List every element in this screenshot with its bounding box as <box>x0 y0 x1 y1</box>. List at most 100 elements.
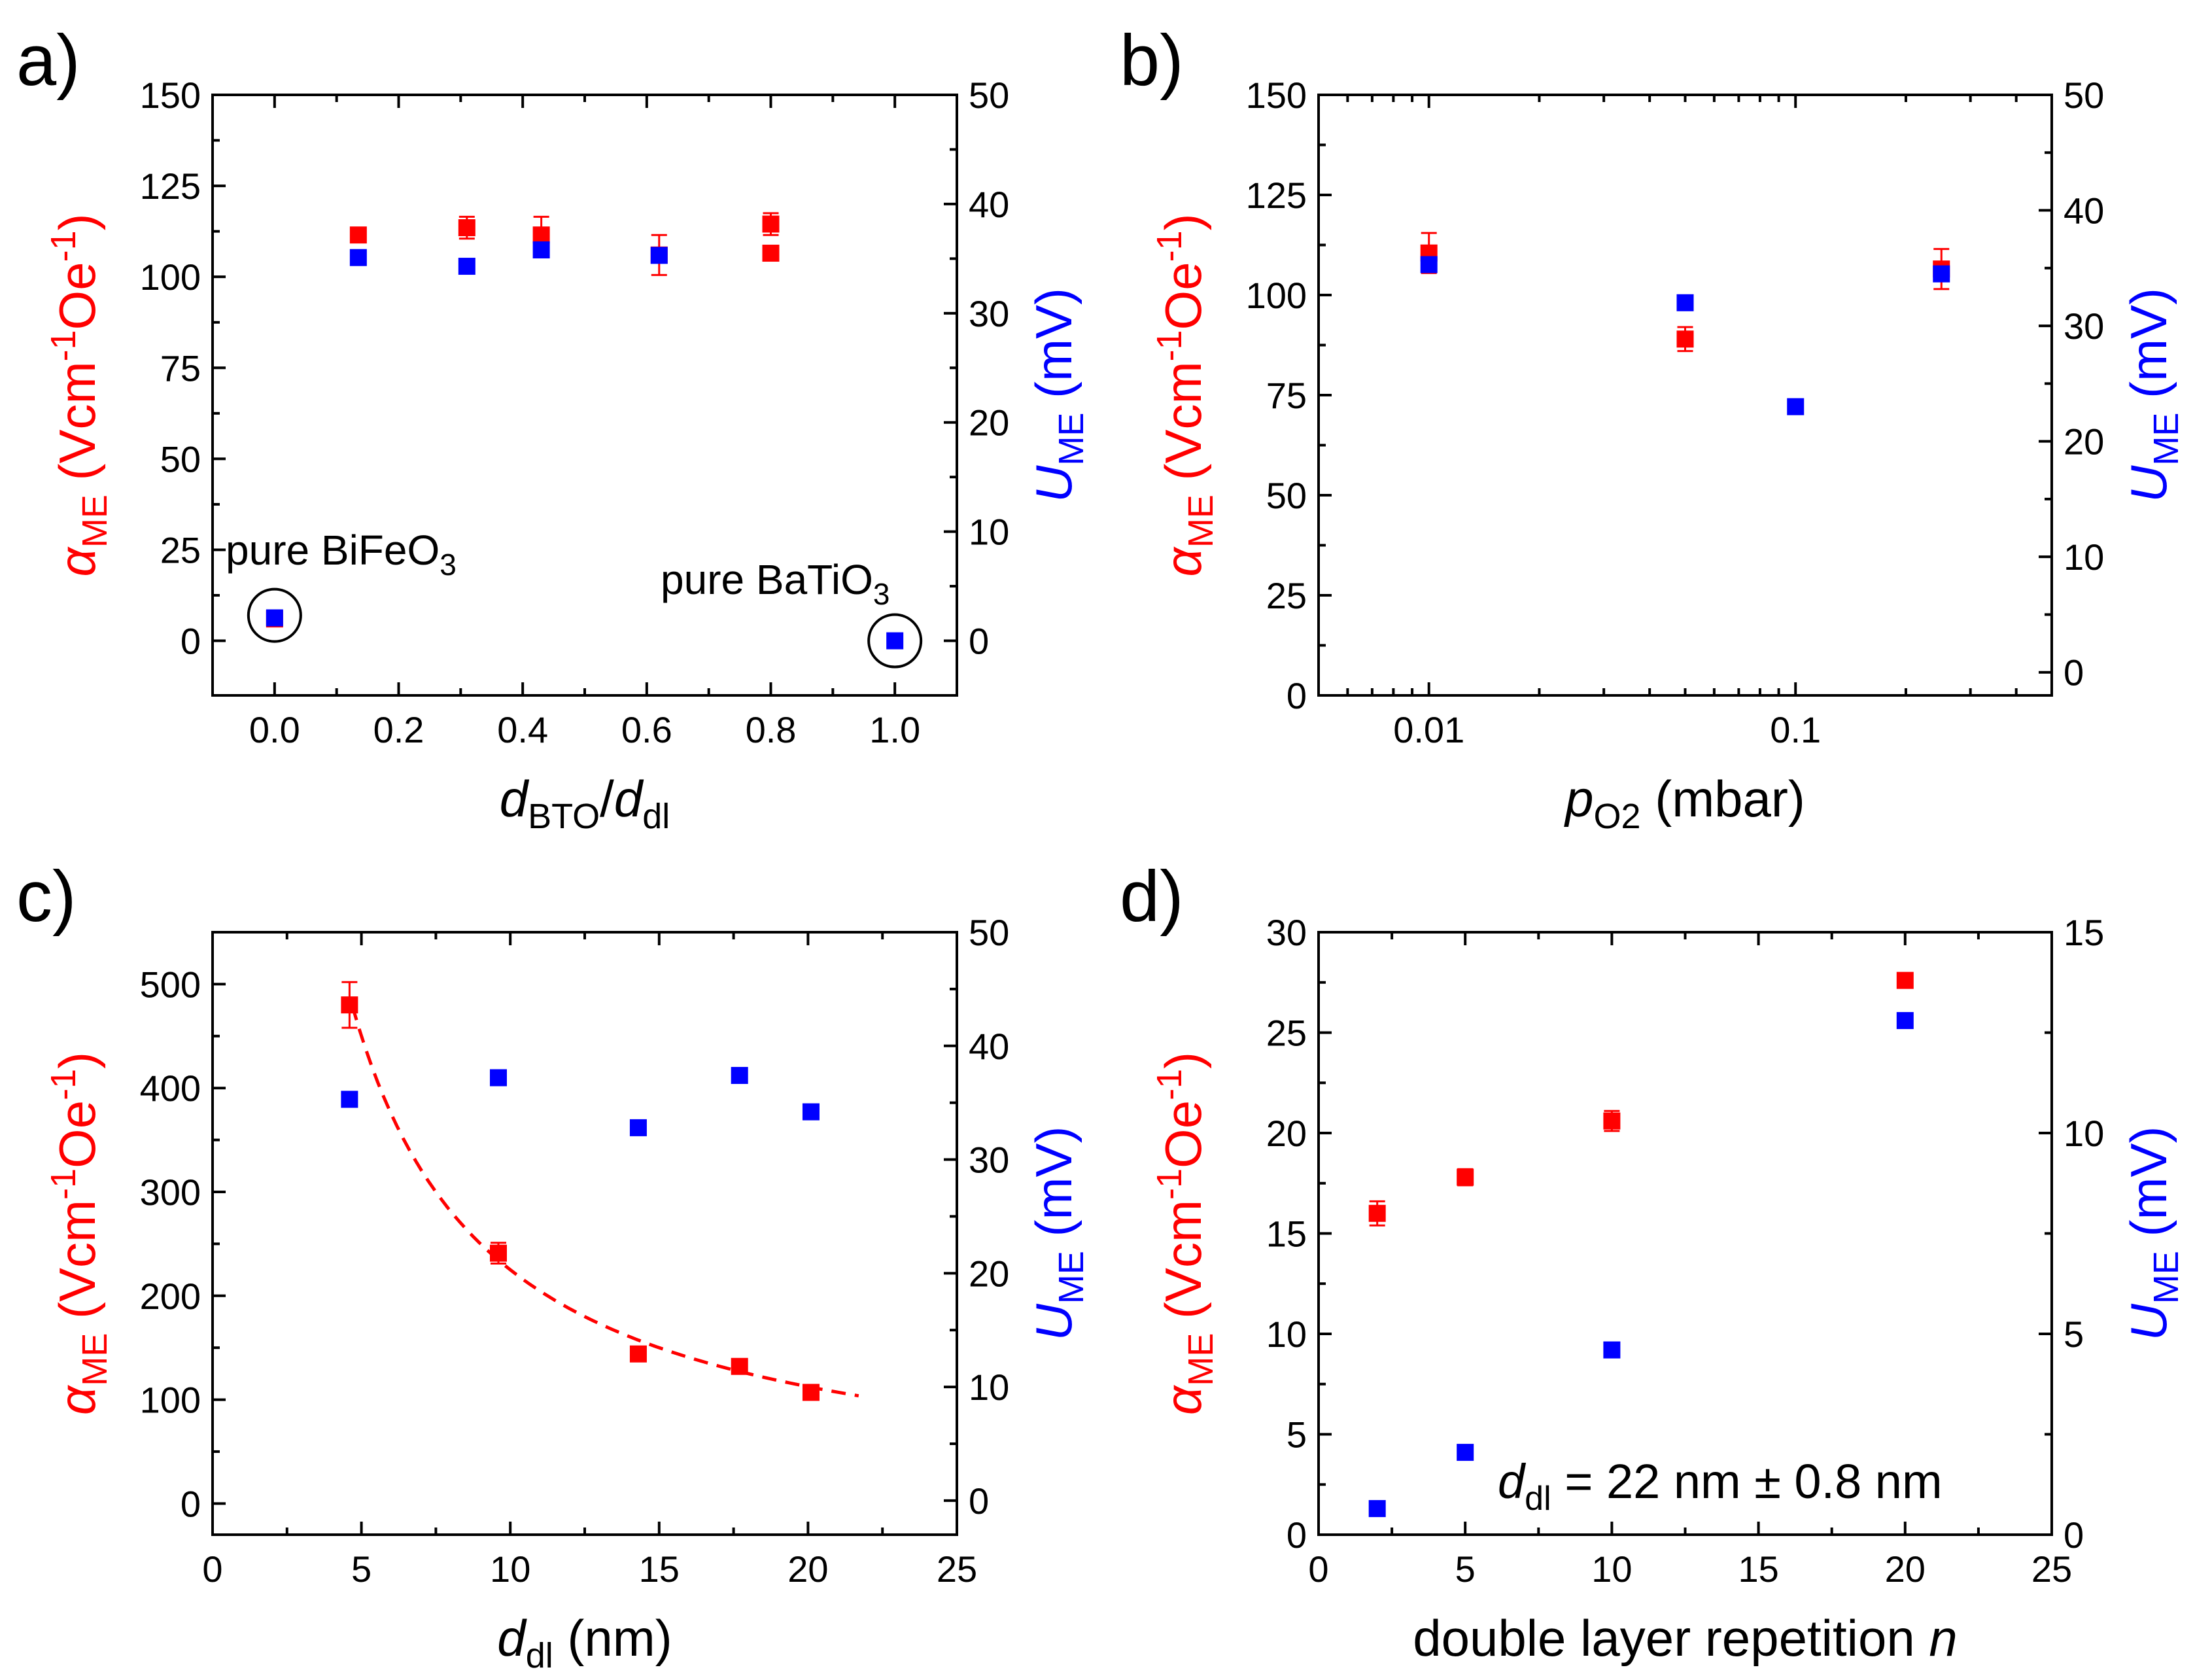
alpha-me-point <box>1676 330 1694 348</box>
y-right-tick-label: 20 <box>2064 421 2104 463</box>
x-tick-label: 20 <box>1885 1548 1926 1590</box>
panel-a: 0.0 0.2 0.4 0.6 0.8 1.0 0 25 50 75 100 125 150 0 10 20 3… <box>16 20 1091 836</box>
annotation-sub: 3 <box>873 577 890 611</box>
x-label-var: d <box>497 1609 527 1667</box>
y-left-tick-label: 300 <box>140 1172 201 1213</box>
x-label-slash: / <box>600 770 614 828</box>
highlight-circle <box>247 587 302 643</box>
u-me-point <box>886 632 904 650</box>
y-right-tick-label: 20 <box>969 1253 1009 1294</box>
u-me-point <box>1787 398 1805 415</box>
alpha-me-point <box>1457 1168 1474 1186</box>
annotation-sub: 3 <box>440 548 457 582</box>
y-right-symbol: U <box>2120 1303 2177 1340</box>
y-left-unit-start: (Vcm <box>48 1200 106 1333</box>
x-tick-label: 25 <box>2031 1548 2072 1590</box>
y-left-unit-end: ) <box>48 1052 106 1069</box>
annotation-batio3: pure BaTiO3 <box>661 556 890 611</box>
y-left-unit-end: ) <box>48 213 106 230</box>
x-axis-label: pO2 (mbar) <box>1564 770 1805 836</box>
y-left-sub: ME <box>1181 1333 1220 1386</box>
alpha-me-point <box>731 1357 748 1375</box>
y-right-axis-label: UME (mV) <box>1025 1126 1091 1341</box>
x-axis-label: ddl (nm) <box>497 1609 672 1675</box>
plot-frame <box>1317 94 2053 697</box>
y-left-unit-start: (Vcm <box>1154 1200 1212 1333</box>
y-right-tick-label: 50 <box>969 75 1009 116</box>
y-left-sub: ME <box>1181 495 1220 548</box>
plot-frame <box>211 931 958 1536</box>
x-label-sub: dl <box>526 1636 553 1675</box>
u-me-point <box>1896 1012 1914 1030</box>
x-tick-label: 10 <box>490 1548 530 1590</box>
alpha-me-point <box>458 219 475 237</box>
y-right-axis-label: UME (mV) <box>2120 288 2186 502</box>
annotation-text: = 22 nm ± 0.8 nm <box>1551 1454 1943 1509</box>
y-left-tick-label: 100 <box>140 1380 201 1421</box>
y-right-unit: (mV) <box>1025 288 1082 413</box>
alpha-me-point <box>349 226 367 244</box>
y-left-tick-label: 50 <box>160 438 201 480</box>
y-left-sup1: -1 <box>1150 330 1189 361</box>
panel-label: d) <box>1120 856 1184 937</box>
y-left-tick-label: 25 <box>160 529 201 570</box>
x-label-text: double layer repetition <box>1413 1609 1929 1667</box>
y-left-symbol: α <box>48 546 106 577</box>
y-right-symbol: U <box>1025 465 1082 502</box>
alpha-me-point <box>532 226 550 244</box>
y-left-symbol: α <box>1154 1384 1212 1415</box>
x-label-var: n <box>1929 1609 1957 1667</box>
y-right-sub: ME <box>2147 413 2186 466</box>
x-tick-label: 0.6 <box>621 709 672 750</box>
y-right-tick-label: 40 <box>2064 190 2104 232</box>
x-tick-label: 15 <box>1738 1548 1778 1590</box>
y-left-unit-start: (Vcm <box>48 361 106 495</box>
y-left-tick-label: 30 <box>1266 912 1307 953</box>
y-right-tick-label: 50 <box>969 912 1009 953</box>
y-left-axis-label: αME (Vcm-1Oe-1) <box>44 1052 114 1415</box>
u-me-point <box>489 1069 507 1087</box>
alpha-me-point <box>762 215 780 233</box>
y-right-tick-label: 40 <box>969 1026 1009 1067</box>
y-right-sub: ME <box>1052 1251 1091 1304</box>
y-right-sub: ME <box>1052 413 1091 466</box>
y-left-tick-label: 0 <box>181 1483 201 1524</box>
x-tick-label: 1.0 <box>869 709 920 750</box>
y-right-unit: (mV) <box>2120 1126 2177 1251</box>
annotation-text: pure BiFeO <box>226 527 440 574</box>
alpha-me-point <box>1368 1204 1386 1222</box>
y-left-symbol: α <box>48 1384 106 1415</box>
u-me-point <box>1420 256 1438 273</box>
x-label-unit: (nm) <box>553 1609 672 1667</box>
x-tick-label: 10 <box>1591 1548 1632 1590</box>
x-tick-label: 0.1 <box>1770 709 1821 750</box>
y-right-tick-label: 10 <box>969 512 1009 553</box>
y-left-axis-label: αME (Vcm-1Oe-1) <box>1150 1052 1220 1415</box>
x-label-unit: (mbar) <box>1641 770 1805 828</box>
x-tick-label: 0 <box>1308 1548 1328 1590</box>
y-right-tick-label: 0 <box>2064 1514 2084 1556</box>
y-right-unit: (mV) <box>2120 288 2177 413</box>
y-left-sup2: -1 <box>1150 1069 1189 1100</box>
y-right-tick-label: 20 <box>969 402 1009 444</box>
alpha-me-point <box>802 1384 820 1401</box>
y-left-tick-label: 125 <box>140 166 201 207</box>
y-right-axis-label: UME (mV) <box>1025 288 1091 502</box>
alpha-me-point <box>1603 1112 1621 1130</box>
annotation-sub: dl <box>1525 1480 1551 1518</box>
x-tick-label: 0.0 <box>249 709 300 750</box>
u-me-point <box>458 258 475 275</box>
plot-frame <box>1317 931 2053 1536</box>
y-left-tick-label: 100 <box>1246 275 1307 316</box>
u-me-point <box>1457 1444 1474 1461</box>
x-tick-label: 5 <box>1455 1548 1476 1590</box>
y-left-sup1: -1 <box>1150 1168 1189 1200</box>
y-right-tick-label: 15 <box>2064 912 2104 953</box>
u-me-point <box>731 1066 748 1084</box>
y-left-tick-label: 200 <box>140 1276 201 1317</box>
y-left-tick-label: 0 <box>181 621 201 662</box>
highlight-circle <box>867 613 923 669</box>
y-right-axis-label: UME (mV) <box>2120 1126 2186 1341</box>
